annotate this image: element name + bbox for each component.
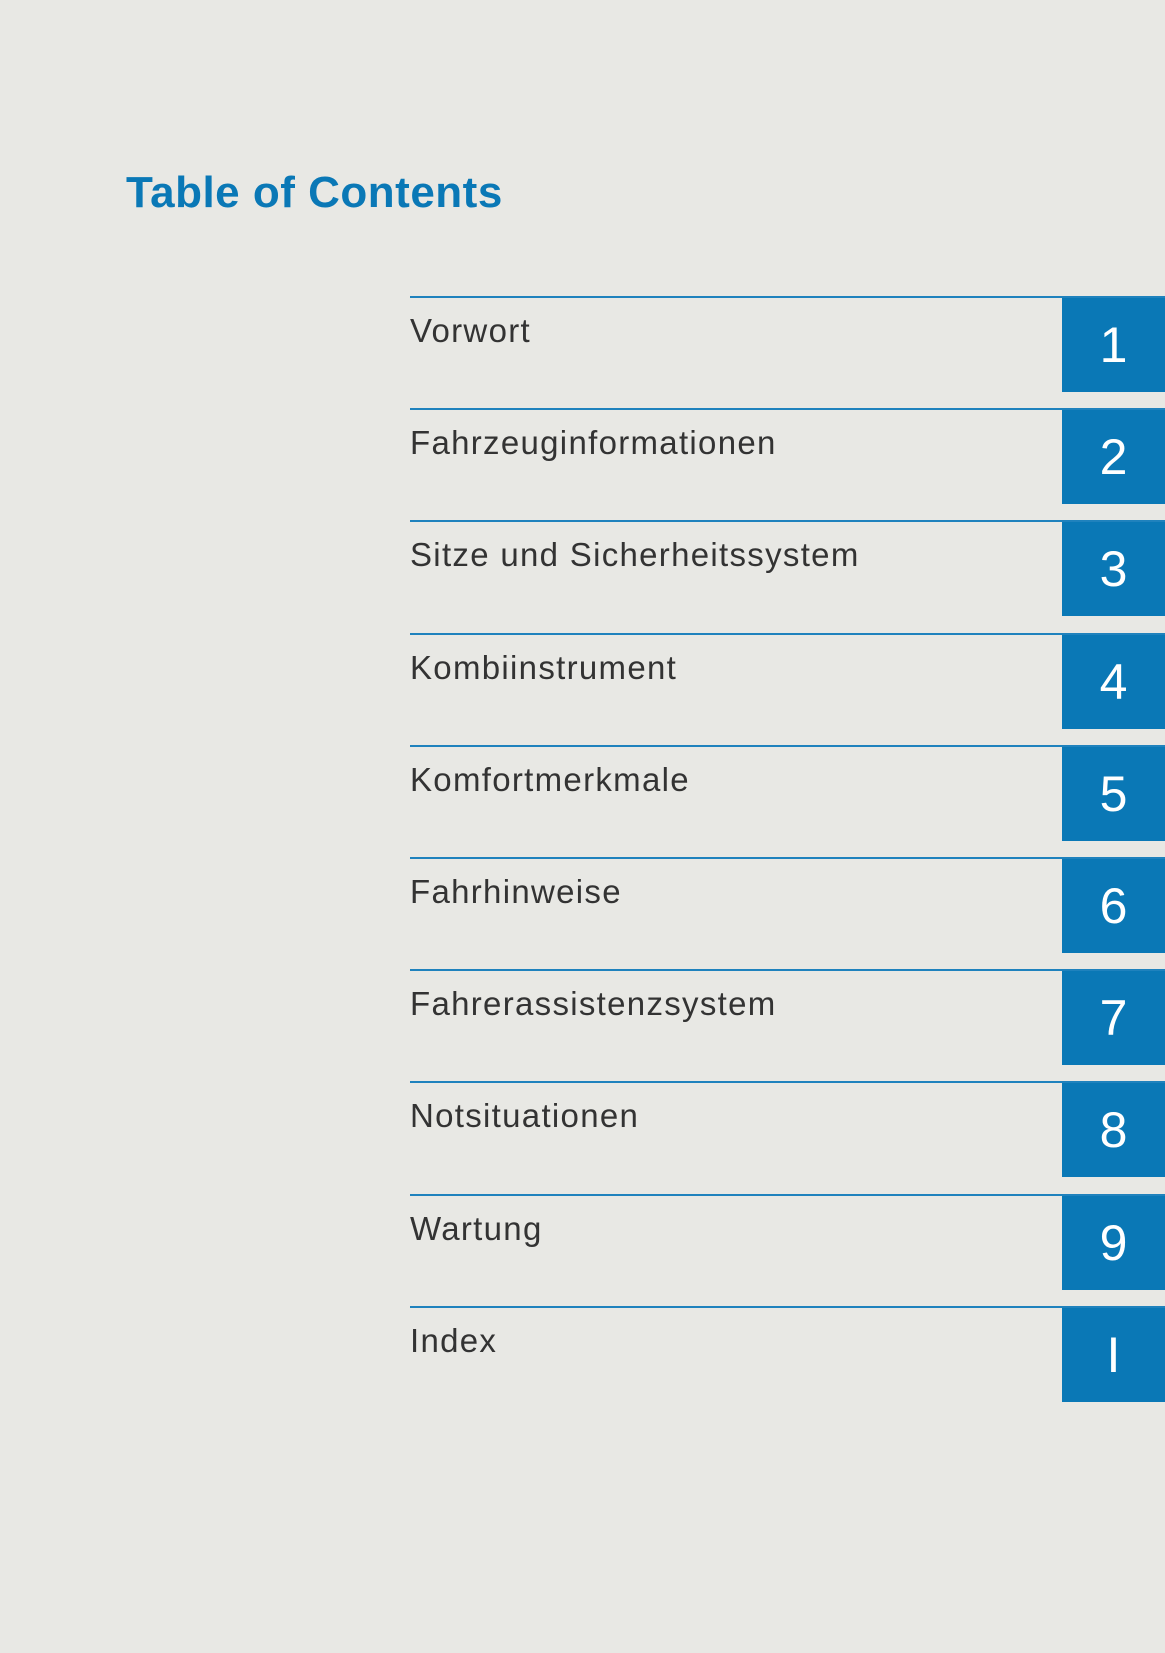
toc-entry-label: Notsituationen: [410, 1097, 640, 1135]
chapter-tab[interactable]: 6: [1062, 858, 1165, 953]
toc-entry[interactable]: Komfortmerkmale 5: [410, 744, 1165, 857]
chapter-tab[interactable]: 8: [1062, 1083, 1165, 1178]
toc-entry[interactable]: Fahrerassistenzsystem 7: [410, 969, 1165, 1081]
toc-entry[interactable]: Wartung 9: [410, 1193, 1165, 1306]
toc-entry[interactable]: Vorwort 1: [410, 296, 1165, 408]
toc-list: Vorwort 1 Fahrzeuginformationen 2 Sitze un…: [410, 296, 1165, 1418]
toc-entry-label: Komfortmerkmale: [410, 760, 690, 798]
toc-entry[interactable]: Index I: [410, 1305, 1165, 1418]
chapter-tab[interactable]: 4: [1062, 634, 1165, 729]
chapter-tab[interactable]: 2: [1062, 410, 1165, 505]
toc-entry-label: Vorwort: [410, 312, 531, 349]
toc-entry-label: Index: [410, 1321, 498, 1359]
toc-entry[interactable]: Fahrzeuginformationen 2: [410, 408, 1165, 520]
toc-entry[interactable]: Kombiinstrument 4: [410, 632, 1165, 745]
toc-entry-label: Fahrhinweise: [410, 872, 622, 910]
page-title: Table of Contents: [126, 168, 503, 217]
toc-entry-label: Fahrzeuginformationen: [410, 424, 777, 462]
chapter-tab[interactable]: 1: [1062, 298, 1165, 392]
toc-entry[interactable]: Notsituationen 8: [410, 1081, 1165, 1193]
toc-entry-label: Fahrerassistenzsystem: [410, 985, 777, 1023]
toc-entry[interactable]: Fahrhinweise 6: [410, 856, 1165, 969]
chapter-tab[interactable]: 9: [1062, 1195, 1165, 1290]
chapter-tab[interactable]: 7: [1062, 971, 1165, 1066]
toc-entry-label: Wartung: [410, 1209, 543, 1247]
chapter-tab[interactable]: 5: [1062, 746, 1165, 841]
toc-entry-label: Sitze und Sicherheitssystem: [410, 536, 860, 574]
chapter-tab[interactable]: 3: [1062, 522, 1165, 617]
chapter-tab[interactable]: I: [1062, 1307, 1165, 1402]
toc-entry[interactable]: Sitze und Sicherheitssystem 3: [410, 520, 1165, 632]
toc-entry-label: Kombiinstrument: [410, 648, 678, 686]
